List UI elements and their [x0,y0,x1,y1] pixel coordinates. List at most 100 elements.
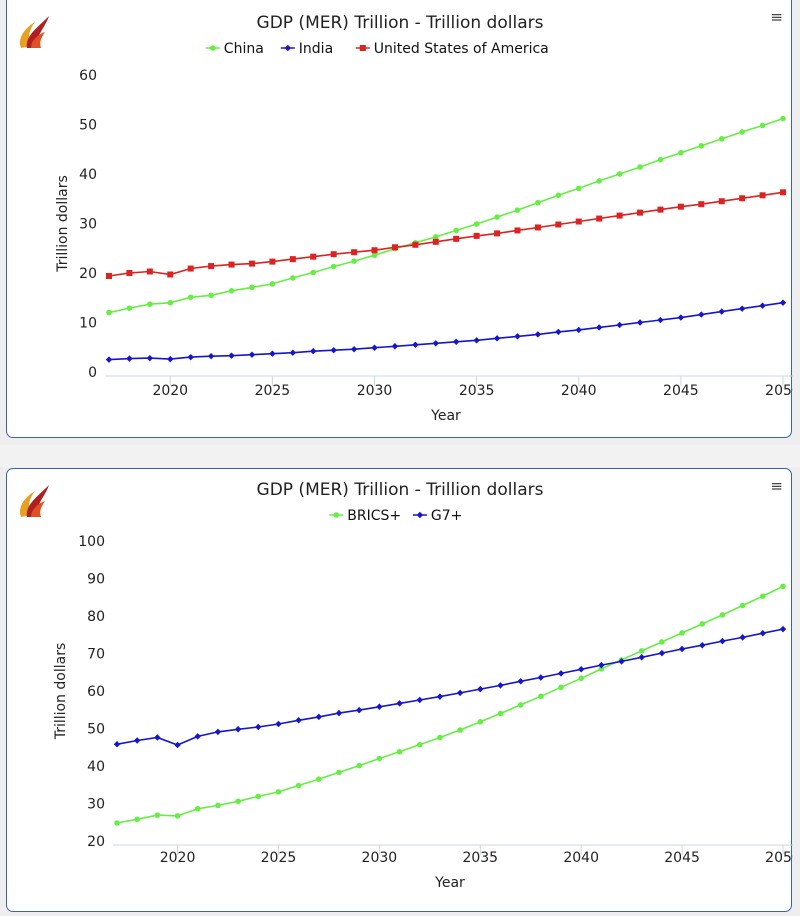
legend-label-china: China [224,41,264,57]
data-point [596,178,602,184]
data-point [416,696,423,704]
y-tick-label: 70 [87,647,105,663]
data-point [718,136,725,142]
data-point [739,634,746,641]
data-point [290,275,296,281]
data-point [456,689,464,697]
data-point [269,281,276,287]
data-point [638,654,645,661]
data-point [557,670,565,677]
data-point [517,702,524,708]
x-tick-label: 2020 [160,850,196,866]
hamburger-menu-icon[interactable]: ≡ [770,477,783,495]
data-point [616,321,623,329]
legend-item-united-states-of-america[interactable]: United States of America [355,41,549,57]
data-point [330,347,337,354]
x-tick-label: 2030 [357,383,393,399]
series-line-brics [116,585,784,824]
data-point [718,308,725,315]
flame-logo-icon [19,485,49,517]
data-point [336,769,342,776]
data-point [106,272,112,279]
data-point [658,649,666,657]
data-point [133,737,141,744]
data-point [235,798,241,805]
y-tick-label: 80 [87,609,105,625]
series-india [105,299,787,363]
series-g7 [113,625,787,749]
data-point [154,812,161,818]
data-point [780,583,786,590]
y-tick-label: 10 [79,316,97,332]
y-tick-label: 60 [79,68,97,84]
data-point [194,805,201,812]
data-point [376,703,383,710]
data-point [187,265,194,272]
data-point [616,171,623,177]
data-point [275,720,282,728]
legend[interactable]: China India United States of America [205,41,549,57]
data-point [295,782,302,789]
data-point [371,344,378,351]
data-point [289,256,296,263]
data-point [228,288,235,294]
data-point [739,195,746,202]
data-point [678,149,684,156]
data-point [780,115,786,122]
data-point [174,813,181,819]
data-point [355,706,363,714]
data-point [657,316,664,324]
data-point [167,299,174,306]
legend[interactable]: BRICS+ G7+ [329,508,462,524]
x-tick-label: 2025 [255,383,291,399]
data-point [555,221,562,228]
data-point [575,185,582,192]
legend-item-india[interactable]: India [280,41,333,57]
data-point [249,284,255,291]
data-point [616,212,623,219]
data-point [739,602,746,609]
legend-item-china[interactable]: China [205,41,264,57]
data-point [147,301,153,307]
x-tick-label: 2050 [765,850,793,866]
data-point [295,717,302,724]
data-point [248,260,255,267]
hamburger-menu-icon[interactable]: ≡ [770,8,783,26]
data-point [497,682,504,689]
data-point [779,625,787,633]
data-point [356,762,362,769]
data-point [436,693,444,700]
data-point [538,693,544,700]
y-axis-title: Trillion dollars [55,175,71,273]
data-point [457,727,463,733]
data-point [269,350,276,357]
chart-2: GDP (MER) Trillion - Trillion dollars BRI… [53,480,793,891]
data-point [719,637,726,645]
legend-item-brics[interactable]: BRICS+ [329,508,401,524]
data-point [636,319,644,326]
data-point [677,203,684,210]
data-point [494,214,500,220]
data-point [534,331,542,338]
data-point [637,164,643,170]
x-axis-title: Year [434,875,465,891]
data-point [391,244,398,251]
data-point [316,776,322,782]
x-tick-label: 2030 [362,850,398,866]
y-tick-label: 40 [87,759,105,775]
series-line-india [108,301,784,361]
x-tick-label: 2035 [462,850,498,866]
data-point [432,340,439,347]
data-point [174,741,181,749]
series-line-united-states-of-america [108,191,784,277]
y-tick-label: 60 [87,684,105,700]
data-point [371,247,378,254]
legend-item-g7[interactable]: G7+ [412,508,463,524]
data-point [678,645,686,653]
y-tick-label: 20 [79,266,97,282]
data-point [659,639,665,645]
data-point [310,348,317,355]
y-tick-label: 30 [87,797,105,813]
data-point [453,338,460,346]
data-point [187,353,194,361]
